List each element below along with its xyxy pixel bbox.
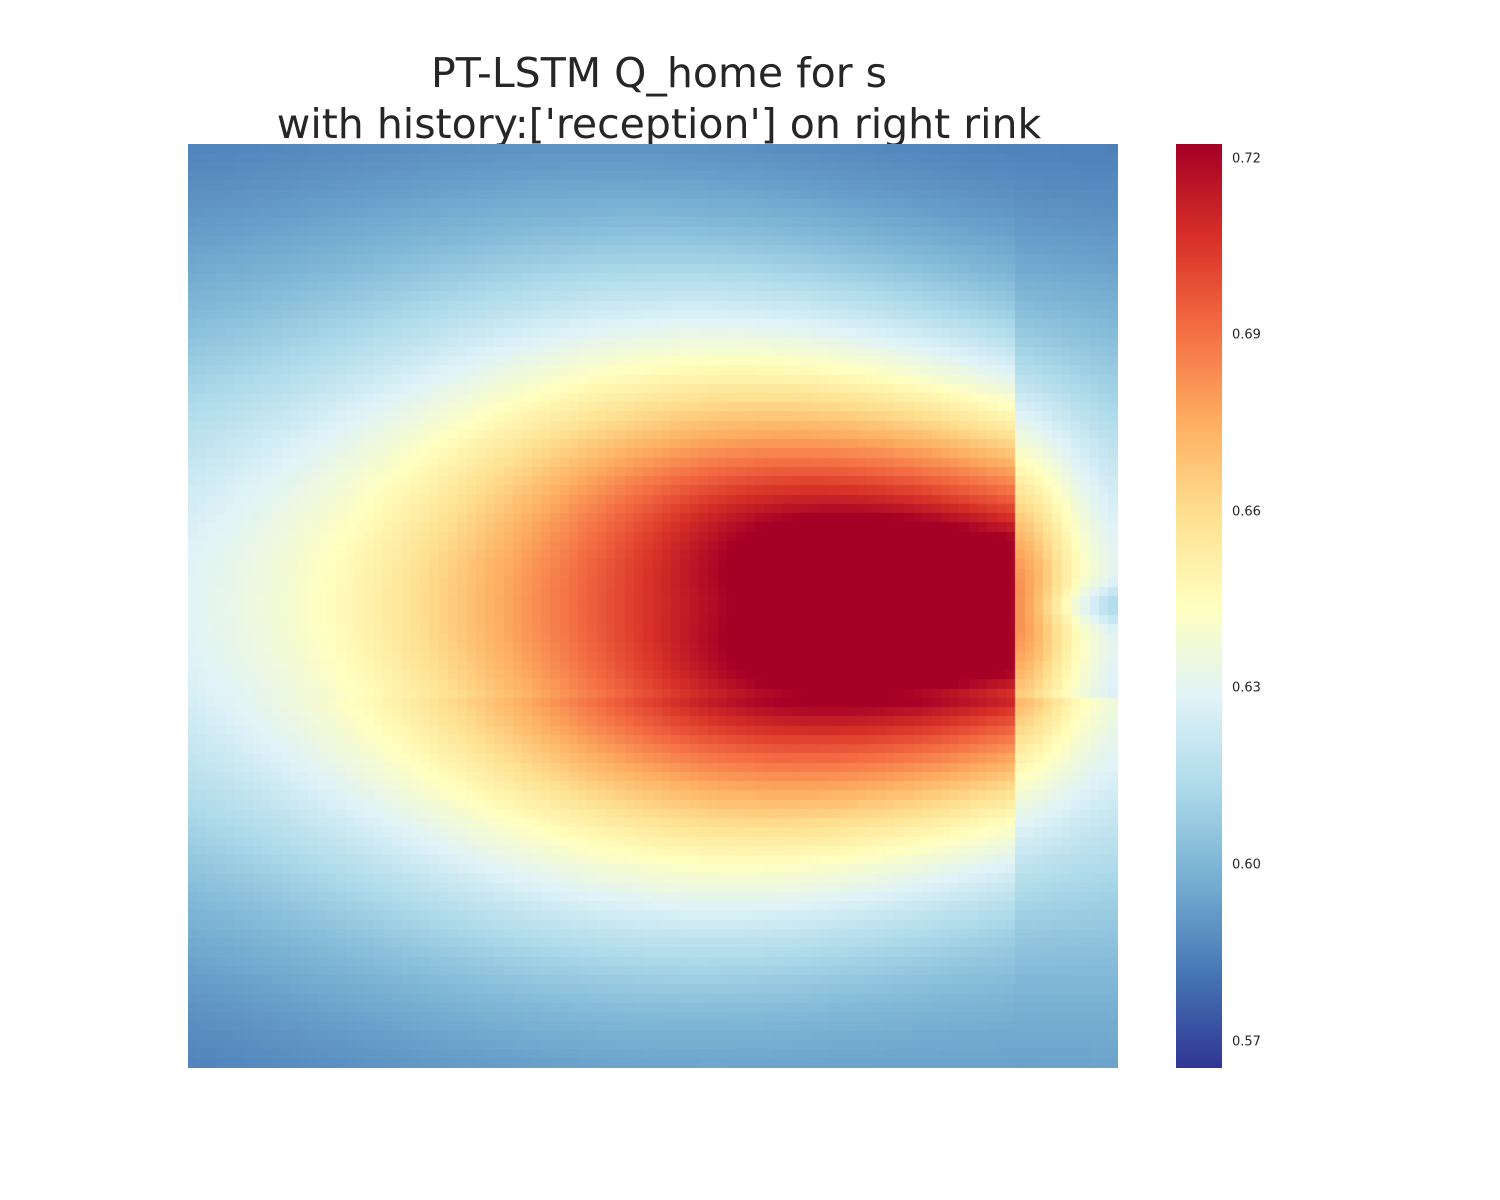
colorbar-tick-labels: 0.57 0.60 0.63 0.66 0.69 0.72 [1222, 144, 1302, 1068]
colorbar-tick-label: 0.66 [1232, 504, 1261, 520]
chart-title-line-2: with history:['reception'] on right rink [276, 100, 1042, 148]
colorbar-tick-label: 0.57 [1232, 1034, 1261, 1050]
chart-title-line-1: PT-LSTM Q_home for s [431, 49, 887, 97]
colorbar [1176, 144, 1222, 1068]
colorbar-tick-label: 0.69 [1232, 327, 1261, 343]
colorbar-tick-label: 0.72 [1232, 151, 1261, 167]
colorbar-tick-label: 0.60 [1232, 857, 1261, 873]
colorbar-tick-label: 0.63 [1232, 680, 1261, 696]
heatmap-plot [188, 144, 1118, 1068]
chart-title: PT-LSTM Q_home for s with history:['rece… [188, 48, 1130, 150]
